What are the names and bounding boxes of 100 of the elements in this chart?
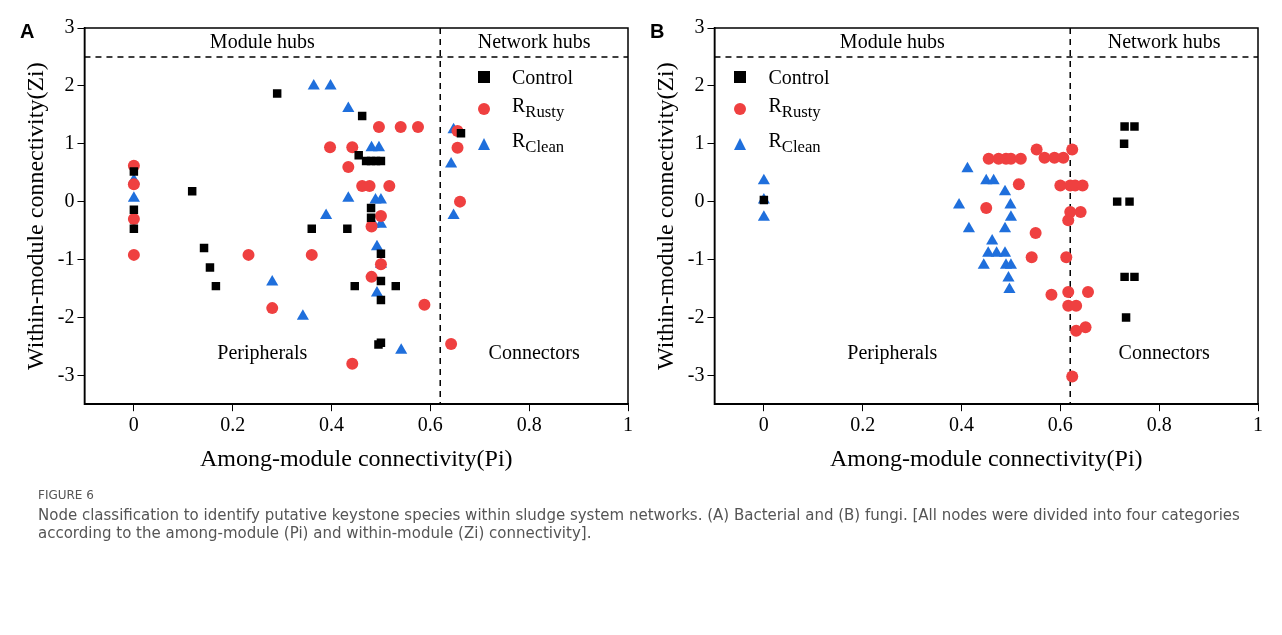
point <box>451 141 464 154</box>
legend-label: Control <box>512 65 574 90</box>
y-tick-label: 2 <box>64 73 75 96</box>
legend-label: R$_{Rusty}$ <box>512 93 565 123</box>
point <box>127 178 140 191</box>
point <box>757 173 770 185</box>
point <box>1062 214 1075 227</box>
point <box>129 205 139 214</box>
point <box>418 298 431 311</box>
point <box>1012 178 1025 191</box>
x-tick-label: 0.4 <box>319 413 345 436</box>
point <box>412 120 424 133</box>
y-tick-label: 0 <box>64 188 75 211</box>
annotation: Peripherals <box>847 341 938 365</box>
point <box>1082 285 1095 298</box>
point <box>1066 143 1079 156</box>
caption: FIGURE 6 <box>38 488 95 502</box>
point <box>1002 271 1015 282</box>
point <box>987 173 1000 185</box>
point <box>383 180 396 192</box>
legend-label: Control <box>768 65 830 90</box>
x-tick-label: 0.8 <box>1146 413 1172 436</box>
y-tick-label: -1 <box>687 246 705 269</box>
point <box>395 343 408 354</box>
point <box>982 152 995 165</box>
x-tick-label: 0 <box>128 413 139 436</box>
point <box>242 248 255 261</box>
point <box>305 248 318 261</box>
point <box>370 286 384 297</box>
point <box>445 338 458 351</box>
point <box>296 309 309 320</box>
annotation: Connectors <box>1118 341 1210 364</box>
point <box>324 141 337 154</box>
point <box>324 78 337 90</box>
point <box>1029 226 1042 239</box>
point <box>961 161 974 173</box>
point <box>266 275 279 286</box>
point <box>372 140 386 152</box>
text: Node classification to identify putative keystone species within sludge system networks. (A) Bacterial and (B) fungi. [All nodes were divided into four categories according to the among-module (Pi) and within-module (Zi) connectivity]. <box>38 506 1241 542</box>
point <box>456 129 466 138</box>
point <box>998 221 1012 233</box>
point <box>394 120 407 133</box>
y-tick-label: 3 <box>694 15 705 38</box>
point <box>1121 313 1131 322</box>
point <box>1062 285 1075 298</box>
point <box>205 263 215 272</box>
x-axis-title: Among-module connectivity(Pi) <box>829 444 1143 471</box>
point <box>307 78 320 90</box>
x-tick-label: 0.8 <box>516 413 542 436</box>
point <box>320 208 333 220</box>
point <box>1045 288 1058 301</box>
x-tick-label: 1 <box>1253 413 1263 436</box>
point <box>127 248 140 261</box>
point <box>1079 321 1092 334</box>
point <box>372 120 385 133</box>
point <box>757 210 770 221</box>
y-tick-label: 1 <box>694 131 705 153</box>
point <box>447 208 460 220</box>
y-tick-label: 3 <box>64 15 75 38</box>
point <box>346 357 359 370</box>
x-tick-label: 0.2 <box>850 413 876 436</box>
y-tick-label: 0 <box>694 188 705 211</box>
point <box>1057 151 1070 164</box>
point <box>1004 210 1017 221</box>
point <box>980 202 993 214</box>
legend-label: R$_{Clean}$ <box>512 128 565 158</box>
y-axis-title: Within-module connectivity(Zi) <box>651 62 678 370</box>
x-axis-title: Among-module connectivity(Pi) <box>199 444 513 471</box>
point <box>272 89 282 98</box>
point <box>998 184 1012 196</box>
point <box>1120 122 1129 131</box>
x-tick-label: 0.4 <box>949 413 975 436</box>
point <box>1130 272 1139 282</box>
point <box>127 191 140 202</box>
point <box>266 302 279 315</box>
point <box>343 224 352 234</box>
chart-title: A <box>20 19 35 42</box>
point <box>952 198 966 209</box>
point <box>998 246 1012 257</box>
point <box>962 221 975 233</box>
annotation: Network hubs <box>1107 29 1221 52</box>
point <box>454 195 466 208</box>
point <box>977 258 990 269</box>
point <box>1125 197 1134 206</box>
x-tick-label: 0 <box>758 413 769 436</box>
point <box>1130 122 1139 131</box>
annotation: Peripherals <box>217 341 308 365</box>
annotation: Module hubs <box>839 29 946 52</box>
y-tick-label: -2 <box>57 304 75 327</box>
point <box>354 151 363 160</box>
point <box>346 141 359 154</box>
x-tick-label: 0.2 <box>220 413 246 436</box>
y-tick-label: -1 <box>57 246 75 269</box>
point <box>1003 282 1016 294</box>
annotation: Network hubs <box>477 29 591 52</box>
point <box>376 249 386 258</box>
chart-title: B <box>650 19 665 42</box>
point <box>1004 198 1017 209</box>
point <box>1112 197 1122 206</box>
y-tick-label: -2 <box>687 304 705 327</box>
